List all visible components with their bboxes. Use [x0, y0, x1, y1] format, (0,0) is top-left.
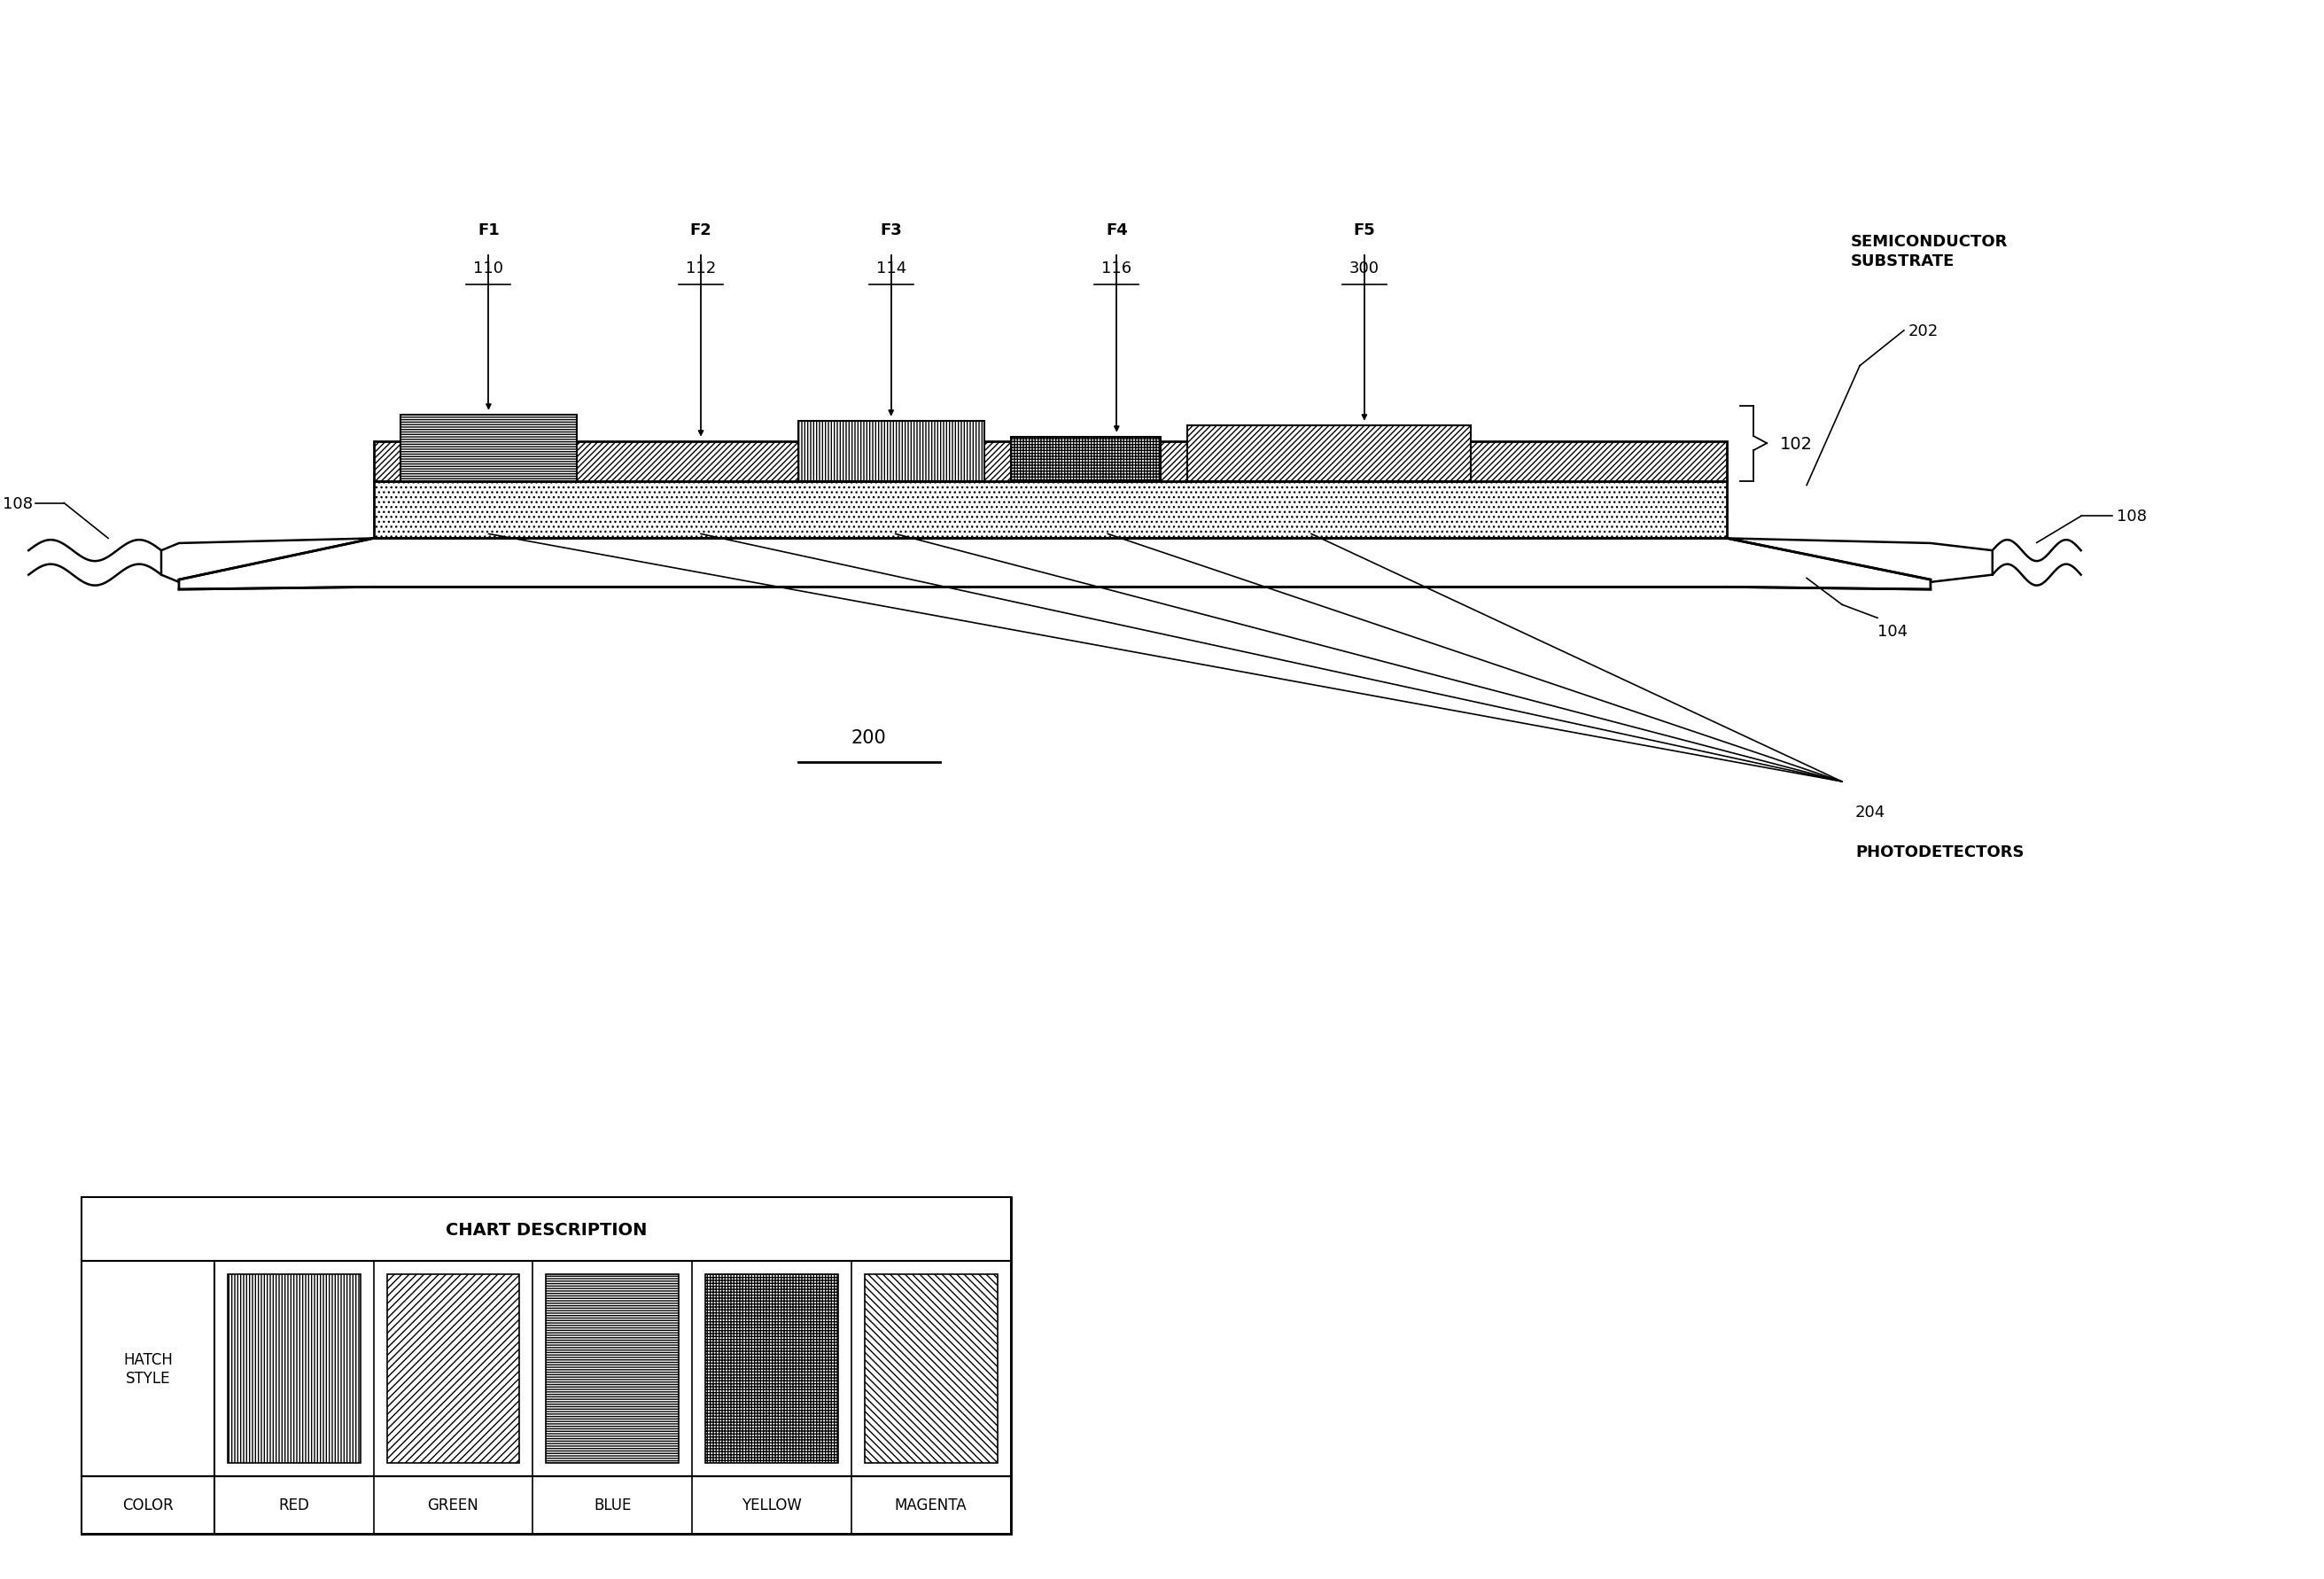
Text: COLOR: COLOR	[123, 1497, 174, 1513]
Bar	[546, 1274, 679, 1462]
Text: 110: 110	[474, 261, 504, 276]
Bar	[1011, 437, 1162, 482]
Text: F2: F2	[690, 223, 711, 238]
Text: 202: 202	[1908, 324, 1938, 339]
Text: F5: F5	[1353, 223, 1376, 238]
Text: 108: 108	[2, 496, 33, 512]
Bar	[400, 415, 576, 482]
Polygon shape	[160, 538, 374, 587]
Bar	[81, 1197, 1011, 1262]
Text: GREEN: GREEN	[428, 1497, 479, 1513]
Text: 200: 200	[851, 729, 885, 747]
Polygon shape	[1727, 538, 1992, 587]
Bar	[1188, 426, 1471, 482]
Bar	[374, 482, 1727, 538]
Text: F3: F3	[881, 223, 902, 238]
Text: 116: 116	[1102, 261, 1132, 276]
Text: PHOTODETECTORS: PHOTODETECTORS	[1855, 843, 2024, 861]
Bar	[374, 442, 1727, 482]
Text: 300: 300	[1350, 261, 1380, 276]
Text: F4: F4	[1106, 223, 1127, 238]
Text: 108: 108	[2117, 508, 2147, 524]
Text: MAGENTA: MAGENTA	[895, 1497, 967, 1513]
Text: 114: 114	[876, 261, 906, 276]
Bar	[704, 1274, 839, 1462]
Text: RED: RED	[279, 1497, 309, 1513]
Bar	[81, 1476, 1011, 1533]
Bar	[797, 422, 983, 482]
Polygon shape	[179, 538, 1931, 591]
Text: 102: 102	[1780, 436, 1813, 452]
Text: 204: 204	[1855, 804, 1885, 820]
Bar	[228, 1274, 360, 1462]
Text: 104: 104	[1878, 624, 1908, 639]
Bar	[386, 1274, 521, 1462]
Text: F1: F1	[479, 223, 500, 238]
Text: HATCH
STYLE: HATCH STYLE	[123, 1352, 172, 1386]
Text: BLUE: BLUE	[593, 1497, 632, 1513]
Bar	[81, 1197, 1011, 1533]
Bar	[81, 1262, 1011, 1476]
Text: YELLOW: YELLOW	[741, 1497, 802, 1513]
Text: SEMICONDUCTOR
SUBSTRATE: SEMICONDUCTOR SUBSTRATE	[1850, 234, 2008, 270]
Bar	[865, 1274, 997, 1462]
Text: CHART DESCRIPTION: CHART DESCRIPTION	[446, 1221, 646, 1238]
Text: 112: 112	[686, 261, 716, 276]
